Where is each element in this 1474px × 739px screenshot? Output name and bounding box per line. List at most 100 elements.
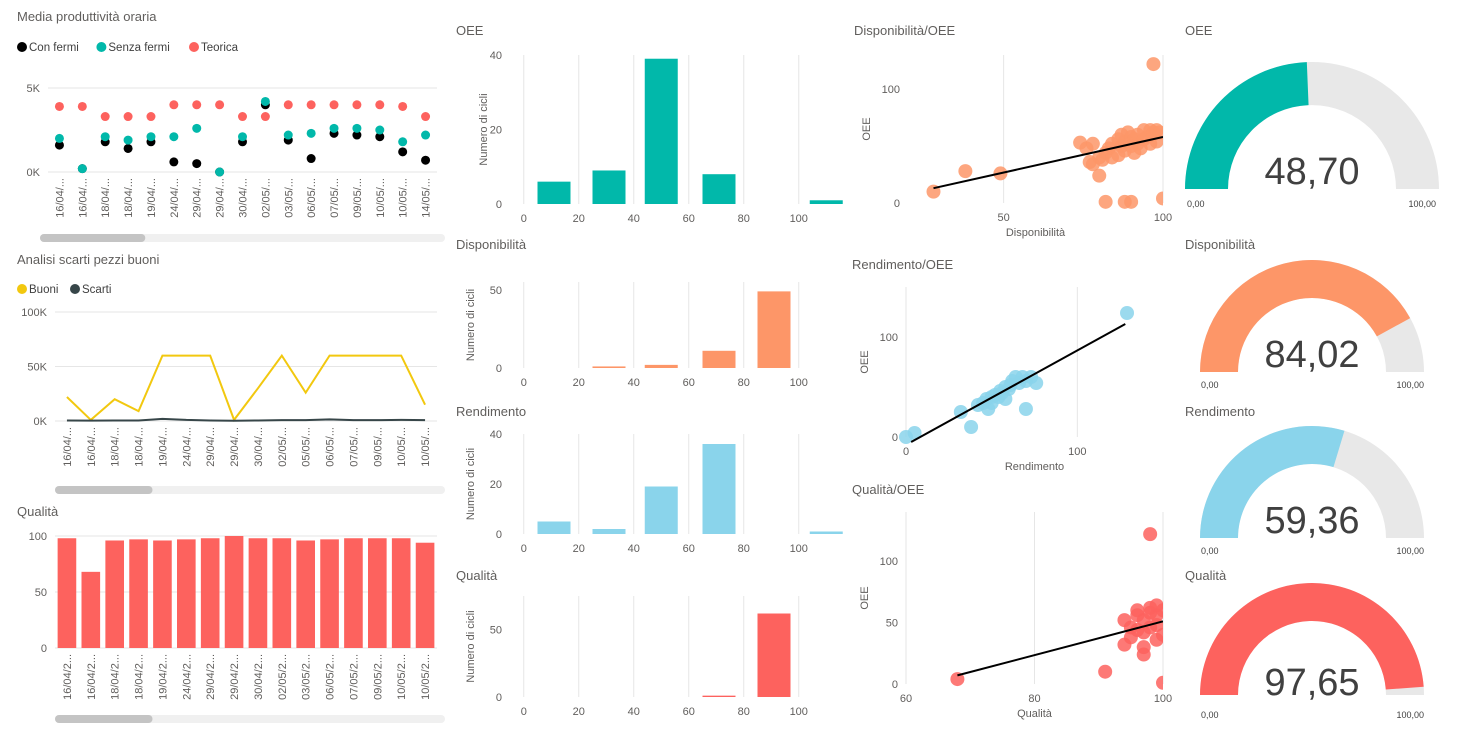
bar[interactable]: [57, 538, 77, 648]
bar[interactable]: [415, 542, 435, 648]
data-point[interactable]: [1156, 603, 1170, 618]
bar[interactable]: [81, 571, 101, 648]
data-point[interactable]: [329, 100, 339, 110]
data-point[interactable]: [260, 96, 270, 106]
bar[interactable]: [757, 291, 791, 368]
gauge-fill[interactable]: [1200, 582, 1424, 695]
data-point[interactable]: [398, 101, 408, 111]
data-point[interactable]: [192, 100, 202, 110]
data-point[interactable]: [1152, 125, 1167, 140]
data-point[interactable]: [1098, 664, 1113, 679]
data-point[interactable]: [146, 112, 156, 122]
bar[interactable]: [644, 486, 678, 535]
data-point[interactable]: [375, 125, 385, 135]
data-point[interactable]: [1136, 647, 1151, 662]
bar[interactable]: [809, 531, 843, 535]
bar[interactable]: [344, 538, 363, 648]
scrollbar-thumb[interactable]: [40, 234, 146, 242]
scrollbar-track[interactable]: [55, 715, 445, 723]
data-point[interactable]: [375, 100, 385, 110]
bar[interactable]: [368, 538, 387, 648]
data-point[interactable]: [352, 123, 362, 133]
data-point[interactable]: [283, 130, 293, 140]
data-point[interactable]: [260, 112, 270, 122]
bar[interactable]: [702, 444, 736, 534]
data-point[interactable]: [1124, 194, 1139, 209]
data-point[interactable]: [54, 140, 64, 150]
data-point[interactable]: [421, 155, 431, 165]
gauge-fill[interactable]: [1200, 260, 1411, 372]
data-point[interactable]: [1156, 191, 1170, 206]
data-point[interactable]: [100, 112, 110, 122]
data-point[interactable]: [306, 128, 316, 138]
data-point[interactable]: [306, 154, 316, 164]
bar[interactable]: [644, 58, 678, 204]
data-point[interactable]: [1146, 57, 1161, 72]
data-point[interactable]: [1092, 168, 1107, 183]
data-point[interactable]: [375, 132, 385, 142]
data-point[interactable]: [352, 130, 362, 140]
bar[interactable]: [537, 181, 571, 204]
data-point[interactable]: [215, 100, 225, 110]
data-point[interactable]: [421, 112, 431, 122]
bar[interactable]: [644, 364, 678, 368]
bar[interactable]: [592, 529, 626, 534]
data-point[interactable]: [329, 123, 339, 133]
bar[interactable]: [320, 539, 339, 648]
data-point[interactable]: [54, 101, 64, 111]
bar[interactable]: [200, 538, 220, 648]
data-point[interactable]: [964, 420, 979, 434]
data-point[interactable]: [215, 167, 225, 177]
series-line[interactable]: [66, 353, 426, 422]
bar[interactable]: [592, 170, 626, 204]
data-point[interactable]: [77, 101, 87, 111]
bar[interactable]: [592, 366, 626, 368]
data-point[interactable]: [398, 137, 408, 147]
scrollbar-thumb[interactable]: [55, 486, 153, 494]
data-point[interactable]: [77, 164, 87, 174]
data-point[interactable]: [169, 100, 179, 110]
bar[interactable]: [105, 540, 124, 648]
data-point[interactable]: [169, 132, 179, 142]
data-point[interactable]: [907, 426, 922, 440]
data-point[interactable]: [421, 130, 431, 140]
gauge-fill[interactable]: [1200, 425, 1345, 538]
data-point[interactable]: [1120, 306, 1135, 320]
data-point[interactable]: [54, 133, 64, 143]
scrollbar-thumb[interactable]: [55, 715, 153, 723]
data-point[interactable]: [192, 159, 202, 169]
data-point[interactable]: [238, 132, 247, 142]
scrollbar-track[interactable]: [55, 486, 445, 494]
bar[interactable]: [272, 538, 292, 648]
data-point[interactable]: [123, 143, 133, 153]
gauge-fill[interactable]: [1185, 62, 1309, 190]
data-point[interactable]: [283, 100, 293, 110]
data-point[interactable]: [958, 164, 973, 179]
bar[interactable]: [702, 350, 736, 368]
bar[interactable]: [153, 540, 172, 648]
data-point[interactable]: [238, 112, 247, 122]
data-point[interactable]: [1156, 675, 1170, 690]
bar[interactable]: [129, 539, 148, 648]
data-point[interactable]: [192, 123, 202, 133]
data-point[interactable]: [1029, 376, 1044, 390]
data-point[interactable]: [1085, 136, 1100, 151]
data-point[interactable]: [100, 132, 110, 142]
data-point[interactable]: [306, 100, 316, 110]
bar[interactable]: [177, 539, 196, 648]
bar[interactable]: [391, 538, 411, 648]
data-point[interactable]: [352, 100, 362, 110]
bar[interactable]: [757, 613, 791, 697]
data-point[interactable]: [123, 112, 133, 122]
data-point[interactable]: [1098, 194, 1113, 209]
bar[interactable]: [296, 540, 315, 648]
data-point[interactable]: [169, 157, 179, 167]
series-line[interactable]: [66, 417, 426, 422]
bar[interactable]: [224, 536, 244, 648]
data-point[interactable]: [1143, 527, 1158, 542]
data-point[interactable]: [1156, 627, 1170, 642]
data-point[interactable]: [123, 135, 133, 145]
data-point[interactable]: [1018, 402, 1033, 416]
data-point[interactable]: [950, 672, 965, 687]
bar[interactable]: [809, 200, 843, 204]
